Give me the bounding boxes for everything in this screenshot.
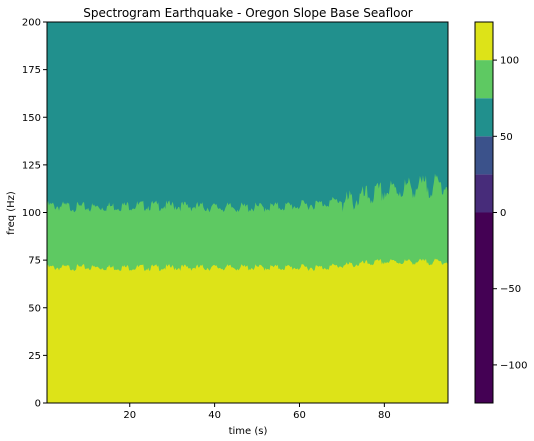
region-1 xyxy=(47,258,448,403)
colorbar-segment xyxy=(475,98,493,136)
x-tick-label: 40 xyxy=(208,410,221,421)
colorbar-segment xyxy=(475,174,493,212)
y-axis-title: freq (Hz) xyxy=(6,191,17,235)
colorbar-tick-label: 0 xyxy=(500,208,506,219)
y-tick-label: 175 xyxy=(22,65,41,76)
y-tick-label: 125 xyxy=(22,160,41,171)
x-axis: 20 40 60 80 xyxy=(123,403,390,421)
colorbar-segment xyxy=(475,22,493,60)
x-axis-title: time (s) xyxy=(229,426,268,437)
chart-title: Spectrogram Earthquake - Oregon Slope Ba… xyxy=(83,6,413,20)
y-tick-label: 200 xyxy=(22,18,41,29)
y-tick-label: 75 xyxy=(28,256,41,267)
y-axis: 0 25 50 75 100 125 150 175 200 xyxy=(22,18,47,410)
plot-area xyxy=(47,22,448,403)
y-tick-label: 25 xyxy=(28,351,41,362)
colorbar-tick-label: 100 xyxy=(500,56,519,67)
x-tick-label: 80 xyxy=(378,410,391,421)
y-tick-label: 150 xyxy=(22,113,41,124)
x-tick-label: 20 xyxy=(123,410,136,421)
colorbar-segment xyxy=(475,60,493,98)
x-tick-label: 60 xyxy=(293,410,306,421)
y-tick-label: 50 xyxy=(28,303,41,314)
colorbar-segment xyxy=(475,136,493,174)
colorbar-tick-label: 50 xyxy=(500,132,513,143)
colorbar-tick-label: −50 xyxy=(500,284,521,295)
y-tick-label: 100 xyxy=(22,208,41,219)
y-tick-label: 0 xyxy=(35,399,41,410)
colorbar-segment xyxy=(475,213,493,404)
colorbar: −100 −50 0 50 100 xyxy=(475,22,527,403)
colorbar-tick-label: −100 xyxy=(500,360,527,371)
